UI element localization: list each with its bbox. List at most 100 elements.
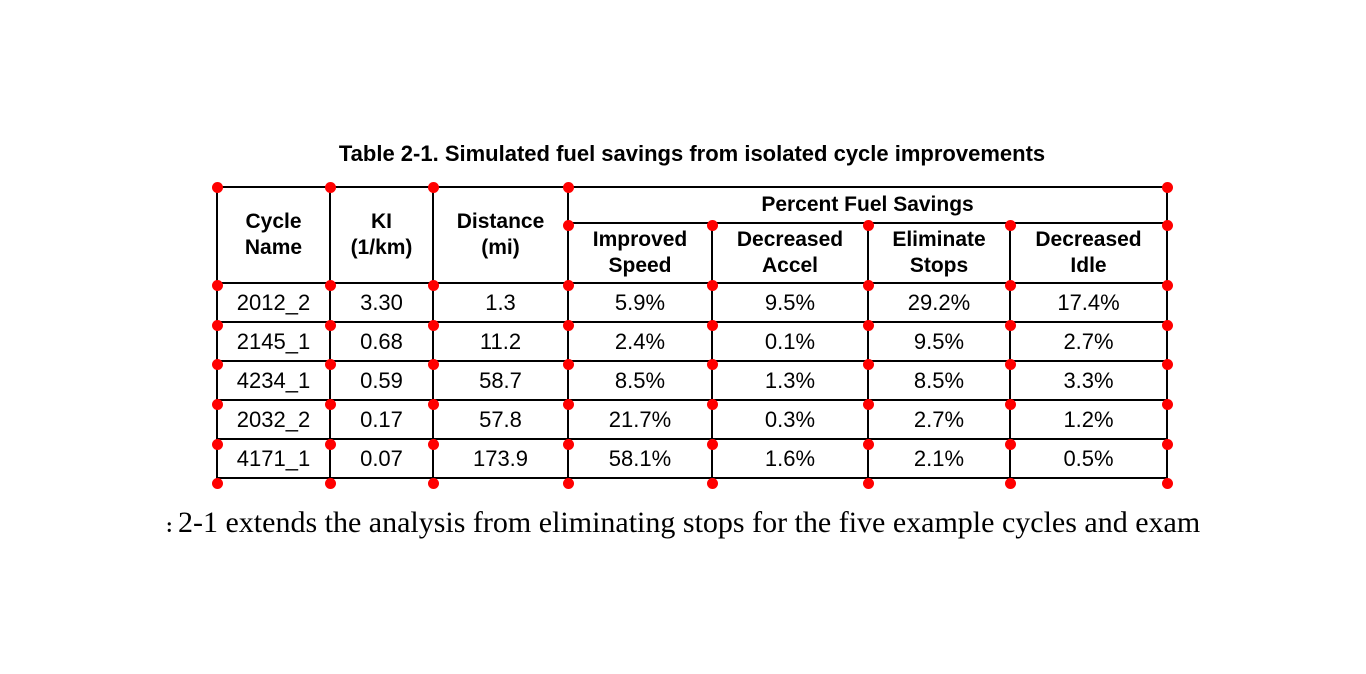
fuel-savings-table: Cycle Name KI (1/km) Distance (mi) Perce… <box>216 186 1169 479</box>
table-row: 4171_1 0.07 173.9 58.1% 1.6% 2.1% 0.5% <box>216 438 1169 479</box>
header-decreased-idle: Decreased Idle <box>1008 222 1169 284</box>
corner-marker-dot <box>427 181 439 193</box>
cell-ki: 0.17 <box>329 399 434 440</box>
cell-improved-speed: 5.9% <box>567 282 713 323</box>
corner-marker-dot <box>211 181 223 193</box>
corner-marker-dot <box>324 438 336 450</box>
corner-marker-dot <box>324 398 336 410</box>
corner-marker-dot <box>862 358 874 370</box>
table-row: 2012_2 3.30 1.3 5.9% 9.5% 29.2% 17.4% <box>216 282 1169 323</box>
corner-marker-dot <box>1161 438 1173 450</box>
cell-decreased-accel: 0.1% <box>711 321 869 362</box>
cell-ki: 0.68 <box>329 321 434 362</box>
table-caption: Table 2-1. Simulated fuel savings from i… <box>338 141 1046 166</box>
corner-marker-dot <box>427 438 439 450</box>
corner-marker-dot <box>324 477 336 489</box>
clipped-text-fragment: : <box>166 515 173 537</box>
header-improved-speed: Improved Speed <box>567 222 713 284</box>
corner-marker-dot <box>562 181 574 193</box>
cell-eliminate-stops: 8.5% <box>867 360 1011 401</box>
cell-decreased-accel: 1.3% <box>711 360 869 401</box>
corner-marker-dot <box>1004 358 1016 370</box>
corner-marker-dot <box>427 358 439 370</box>
corner-marker-dot <box>1161 319 1173 331</box>
corner-marker-dot <box>706 219 718 231</box>
corner-marker-dot <box>706 358 718 370</box>
corner-marker-dot <box>562 358 574 370</box>
corner-marker-dot <box>211 438 223 450</box>
corner-marker-dot <box>1004 438 1016 450</box>
corner-marker-dot <box>427 398 439 410</box>
cell-eliminate-stops: 2.1% <box>867 438 1011 479</box>
cell-cycle: 2145_1 <box>216 321 331 362</box>
table-row: 2032_2 0.17 57.8 21.7% 0.3% 2.7% 1.2% <box>216 399 1169 440</box>
cell-decreased-idle: 0.5% <box>1008 438 1169 479</box>
header-row-sub: Improved Speed Decreased Accel Eliminate… <box>217 222 1169 284</box>
header-cycle-name: Cycle Name <box>216 186 331 284</box>
corner-marker-dot <box>427 477 439 489</box>
corner-marker-dot <box>862 319 874 331</box>
cell-cycle: 2012_2 <box>216 282 331 323</box>
table-row: 4234_1 0.59 58.7 8.5% 1.3% 8.5% 3.3% <box>216 360 1169 401</box>
cell-eliminate-stops: 29.2% <box>867 282 1011 323</box>
corner-marker-dot <box>427 279 439 291</box>
header-distance: Distance (mi) <box>432 186 569 284</box>
cell-eliminate-stops: 2.7% <box>867 399 1011 440</box>
corner-marker-dot <box>1004 477 1016 489</box>
header-eliminate-stops: Eliminate Stops <box>867 222 1011 284</box>
corner-marker-dot <box>706 279 718 291</box>
corner-marker-dot <box>862 219 874 231</box>
cell-decreased-accel: 0.3% <box>711 399 869 440</box>
corner-marker-dot <box>324 319 336 331</box>
cell-distance: 58.7 <box>432 360 569 401</box>
corner-marker-dot <box>324 279 336 291</box>
cell-decreased-accel: 1.6% <box>711 438 869 479</box>
header-decreased-accel: Decreased Accel <box>711 222 869 284</box>
cell-decreased-accel: 9.5% <box>711 282 869 323</box>
corner-marker-dot <box>1161 219 1173 231</box>
cell-cycle: 4234_1 <box>216 360 331 401</box>
cell-decreased-idle: 2.7% <box>1008 321 1169 362</box>
header-row-group: Cycle Name KI (1/km) Distance (mi) Perce… <box>216 186 1169 284</box>
corner-marker-dot <box>211 279 223 291</box>
corner-marker-dot <box>1161 279 1173 291</box>
cell-ki: 0.07 <box>329 438 434 479</box>
corner-marker-dot <box>706 398 718 410</box>
corner-marker-dot <box>427 319 439 331</box>
corner-marker-dot <box>562 319 574 331</box>
corner-marker-dot <box>706 477 718 489</box>
corner-marker-dot <box>1004 319 1016 331</box>
corner-marker-dot <box>211 319 223 331</box>
header-percent-fuel-savings: Percent Fuel Savings <box>566 186 1169 224</box>
corner-marker-dot <box>211 477 223 489</box>
body-text: 2-1 extends the analysis from eliminatin… <box>178 506 1201 539</box>
corner-marker-dot <box>1161 477 1173 489</box>
corner-marker-dot <box>1161 358 1173 370</box>
cell-improved-speed: 8.5% <box>567 360 713 401</box>
cell-distance: 173.9 <box>432 438 569 479</box>
table-row: 2145_1 0.68 11.2 2.4% 0.1% 9.5% 2.7% <box>216 321 1169 362</box>
corner-marker-dot <box>1004 219 1016 231</box>
cell-decreased-idle: 1.2% <box>1008 399 1169 440</box>
header-ki: KI (1/km) <box>329 186 434 284</box>
corner-marker-dot <box>1161 181 1173 193</box>
corner-marker-dot <box>562 477 574 489</box>
corner-marker-dot <box>862 438 874 450</box>
cell-improved-speed: 58.1% <box>567 438 713 479</box>
cell-improved-speed: 21.7% <box>567 399 713 440</box>
corner-marker-dot <box>324 181 336 193</box>
corner-marker-dot <box>862 279 874 291</box>
cell-distance: 57.8 <box>432 399 569 440</box>
cell-decreased-idle: 17.4% <box>1008 282 1169 323</box>
corner-marker-dot <box>1004 279 1016 291</box>
cell-cycle: 4171_1 <box>216 438 331 479</box>
table-body: 2012_2 3.30 1.3 5.9% 9.5% 29.2% 17.4% 2145_1 0.6… <box>216 282 1169 479</box>
corner-marker-dot <box>1161 398 1173 410</box>
corner-marker-dot <box>706 319 718 331</box>
corner-marker-dot <box>706 438 718 450</box>
cell-distance: 1.3 <box>432 282 569 323</box>
corner-marker-dot <box>562 279 574 291</box>
cell-eliminate-stops: 9.5% <box>867 321 1011 362</box>
cell-ki: 3.30 <box>329 282 434 323</box>
